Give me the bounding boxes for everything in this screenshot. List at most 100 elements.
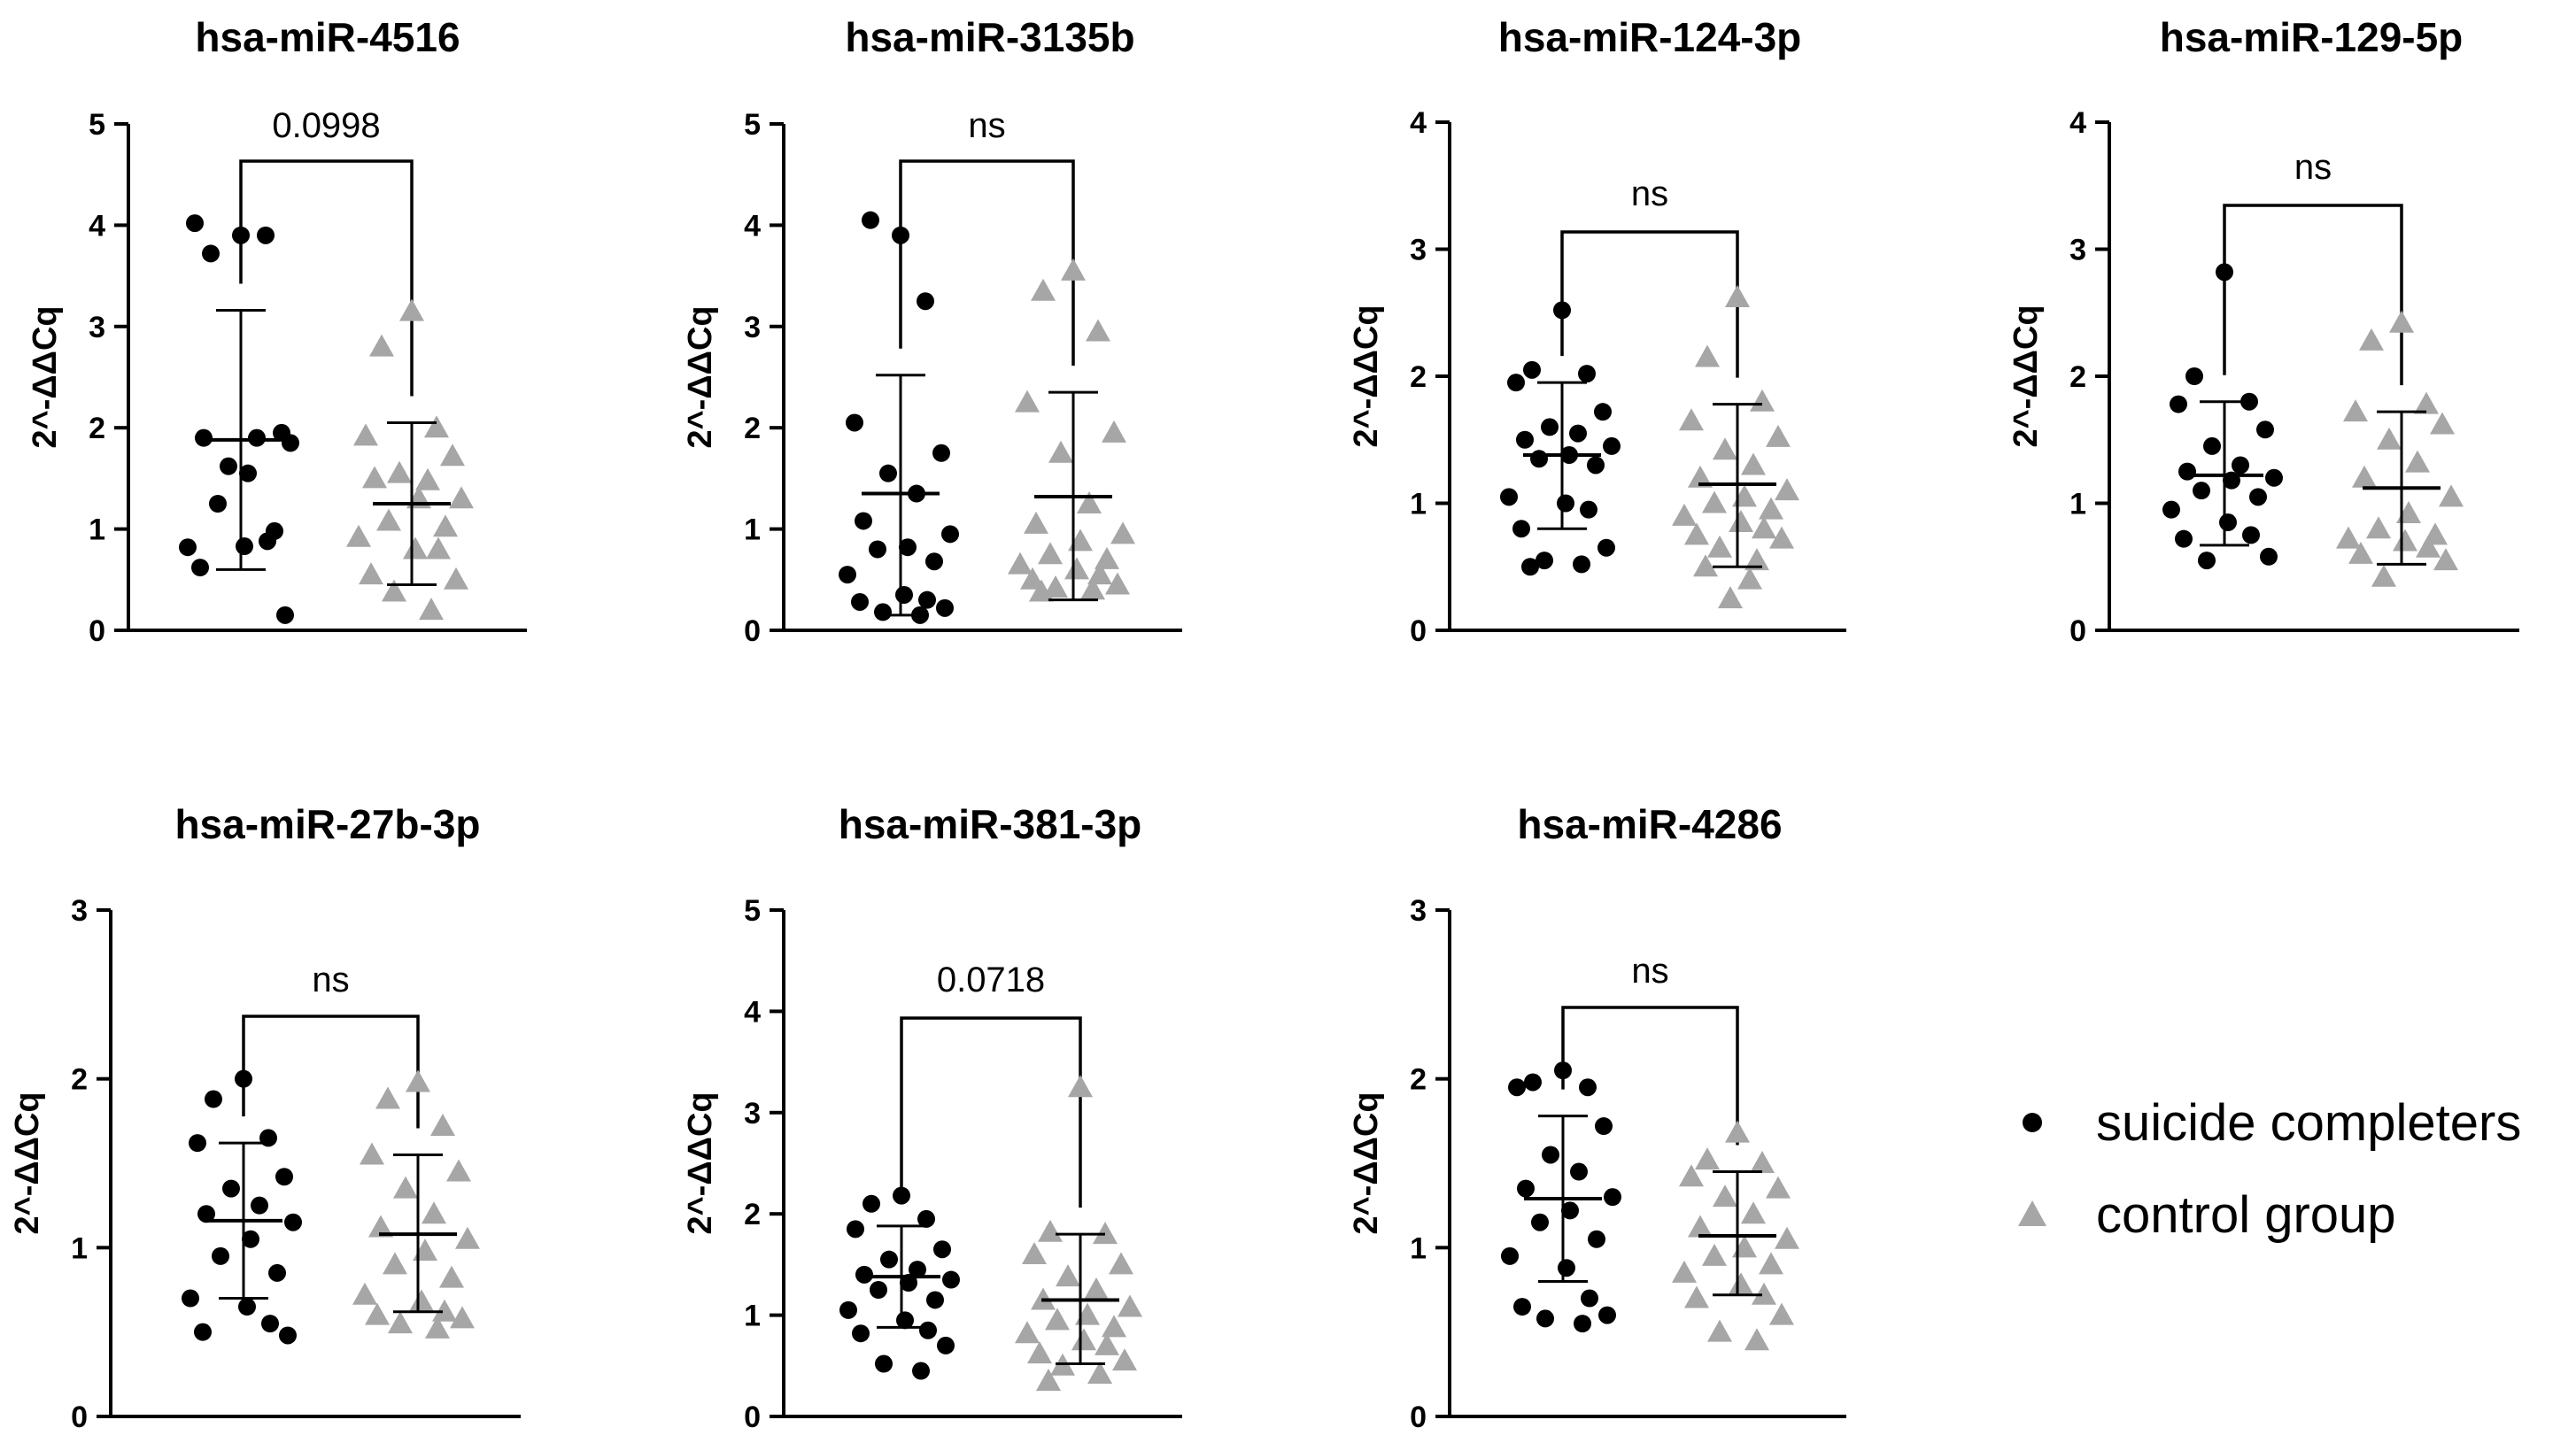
data-point-triangle bbox=[415, 467, 440, 490]
y-tick-label: 2 bbox=[1410, 360, 1427, 394]
data-point-circle bbox=[212, 1246, 229, 1265]
data-point-circle bbox=[1530, 450, 1548, 468]
data-point-circle bbox=[1500, 488, 1518, 506]
y-axis-label: 2^-ΔΔCq bbox=[27, 305, 64, 448]
y-axis-label: 2^-ΔΔCq bbox=[9, 1092, 46, 1234]
data-point-circle bbox=[268, 1263, 286, 1282]
data-point-triangle bbox=[1679, 1164, 1704, 1187]
chart-panel: hsa-miR-4516 0 1 2 3 4 5 2^-ΔΔCq 0.0998 bbox=[27, 14, 527, 648]
data-point-circle bbox=[1517, 1179, 1535, 1198]
data-point-circle bbox=[2185, 367, 2203, 385]
data-point-circle bbox=[937, 1336, 955, 1354]
series-suicide-completers bbox=[179, 214, 299, 624]
data-point-circle bbox=[2178, 462, 2196, 481]
series-suicide-completers bbox=[2162, 263, 2283, 570]
y-axis-label: 2^-ΔΔCq bbox=[1348, 305, 1385, 447]
legend-marker-triangle bbox=[2018, 1200, 2046, 1226]
data-point-circle bbox=[879, 464, 897, 482]
data-point-triangle bbox=[1729, 1272, 1753, 1295]
data-point-triangle bbox=[1718, 586, 1743, 609]
data-point-circle bbox=[2260, 547, 2278, 566]
data-point-circle bbox=[1557, 494, 1574, 513]
data-point-circle bbox=[209, 495, 227, 513]
data-point-triangle bbox=[1775, 478, 1799, 501]
significance-label: ns bbox=[312, 961, 349, 999]
data-point-triangle bbox=[1048, 440, 1073, 463]
data-point-triangle bbox=[439, 1265, 464, 1288]
series-control-group bbox=[1672, 285, 1799, 609]
y-tick-label: 3 bbox=[71, 894, 88, 928]
data-point-triangle bbox=[1045, 1308, 1070, 1331]
data-point-triangle bbox=[1766, 424, 1791, 447]
data-point-triangle bbox=[1766, 1176, 1791, 1199]
data-point-circle bbox=[276, 606, 294, 624]
data-point-triangle bbox=[368, 1215, 393, 1238]
data-point-triangle bbox=[413, 1239, 437, 1262]
data-point-triangle bbox=[362, 466, 387, 489]
data-point-triangle bbox=[1087, 1361, 1112, 1384]
data-point-circle bbox=[875, 1354, 893, 1373]
data-point-circle bbox=[1581, 1289, 1598, 1308]
y-axis-label: 2^-ΔΔCq bbox=[1348, 1092, 1385, 1234]
data-point-circle bbox=[926, 1291, 944, 1309]
significance-bracket bbox=[242, 1015, 420, 1129]
y-tick-label: 0 bbox=[744, 614, 761, 648]
y-tick-label: 5 bbox=[744, 894, 761, 928]
data-point-triangle bbox=[1693, 554, 1718, 577]
data-point-circle bbox=[2193, 482, 2210, 500]
data-point-triangle bbox=[1068, 529, 1093, 552]
data-point-triangle bbox=[1725, 1120, 1750, 1143]
data-point-circle bbox=[279, 1326, 297, 1345]
data-point-triangle bbox=[1737, 567, 1762, 590]
y-tick-label: 3 bbox=[2069, 234, 2086, 267]
data-point-circle bbox=[862, 211, 879, 229]
data-point-circle bbox=[2203, 436, 2221, 455]
y-tick-label: 1 bbox=[744, 513, 761, 547]
data-point-circle bbox=[1531, 1213, 1549, 1231]
data-point-triangle bbox=[1679, 408, 1704, 431]
data-point-triangle bbox=[2405, 450, 2430, 473]
data-point-triangle bbox=[2393, 529, 2417, 552]
data-point-circle bbox=[257, 226, 275, 244]
data-point-triangle bbox=[2336, 526, 2361, 549]
y-tick-label: 0 bbox=[1410, 1401, 1427, 1434]
data-point-circle bbox=[220, 457, 237, 475]
data-point-triangle bbox=[433, 514, 458, 537]
data-point-triangle bbox=[1056, 1264, 1080, 1287]
chart-panel: hsa-miR-129-5p 0 1 2 3 4 2^-ΔΔCq ns bbox=[2007, 14, 2519, 648]
data-point-triangle bbox=[352, 1282, 377, 1305]
data-point-circle bbox=[179, 538, 197, 557]
data-point-circle bbox=[855, 512, 872, 530]
data-point-circle bbox=[1578, 365, 1596, 383]
chart-title: hsa-miR-4286 bbox=[1517, 801, 1782, 847]
y-axis-label: 2^-ΔΔCq bbox=[682, 1092, 719, 1234]
data-point-triangle bbox=[440, 444, 465, 467]
data-point-triangle bbox=[1744, 548, 1769, 571]
data-point-triangle bbox=[1027, 1341, 1052, 1364]
chart-panel: hsa-miR-124-3p 0 1 2 3 4 2^-ΔΔCq ns bbox=[1348, 14, 1846, 648]
data-point-triangle bbox=[1036, 1368, 1061, 1391]
series-control-group bbox=[346, 298, 474, 621]
data-point-triangle bbox=[425, 1316, 450, 1339]
data-point-circle bbox=[2256, 421, 2274, 439]
data-point-triangle bbox=[1759, 1252, 1783, 1275]
data-point-circle bbox=[1597, 538, 1615, 557]
data-point-triangle bbox=[2396, 500, 2421, 523]
y-tick-label: 3 bbox=[1410, 234, 1427, 267]
data-point-circle bbox=[2249, 488, 2267, 506]
data-point-triangle bbox=[2348, 541, 2373, 564]
data-point-triangle bbox=[388, 1311, 413, 1334]
data-point-triangle bbox=[2377, 427, 2402, 450]
data-point-triangle bbox=[1061, 258, 1086, 281]
data-point-circle bbox=[851, 592, 869, 611]
data-point-circle bbox=[918, 590, 936, 609]
y-tick-label: 2 bbox=[2069, 360, 2086, 394]
y-tick-label: 1 bbox=[1410, 1231, 1427, 1265]
data-point-circle bbox=[1516, 430, 1534, 449]
data-point-circle bbox=[1588, 1230, 1605, 1248]
data-point-triangle bbox=[1741, 1201, 1766, 1224]
data-point-circle bbox=[1603, 436, 1621, 455]
data-point-circle bbox=[919, 1321, 937, 1339]
data-point-circle bbox=[186, 214, 204, 233]
data-point-triangle bbox=[2439, 484, 2464, 507]
